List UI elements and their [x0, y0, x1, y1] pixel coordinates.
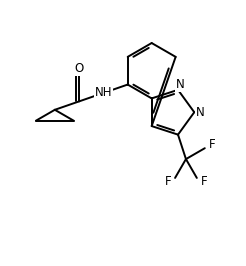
Text: F: F: [165, 175, 171, 188]
Text: N: N: [196, 106, 205, 119]
Text: NH: NH: [95, 86, 112, 99]
Text: F: F: [200, 175, 207, 188]
Text: N: N: [175, 78, 184, 91]
Text: O: O: [75, 62, 84, 75]
Text: F: F: [208, 138, 215, 151]
